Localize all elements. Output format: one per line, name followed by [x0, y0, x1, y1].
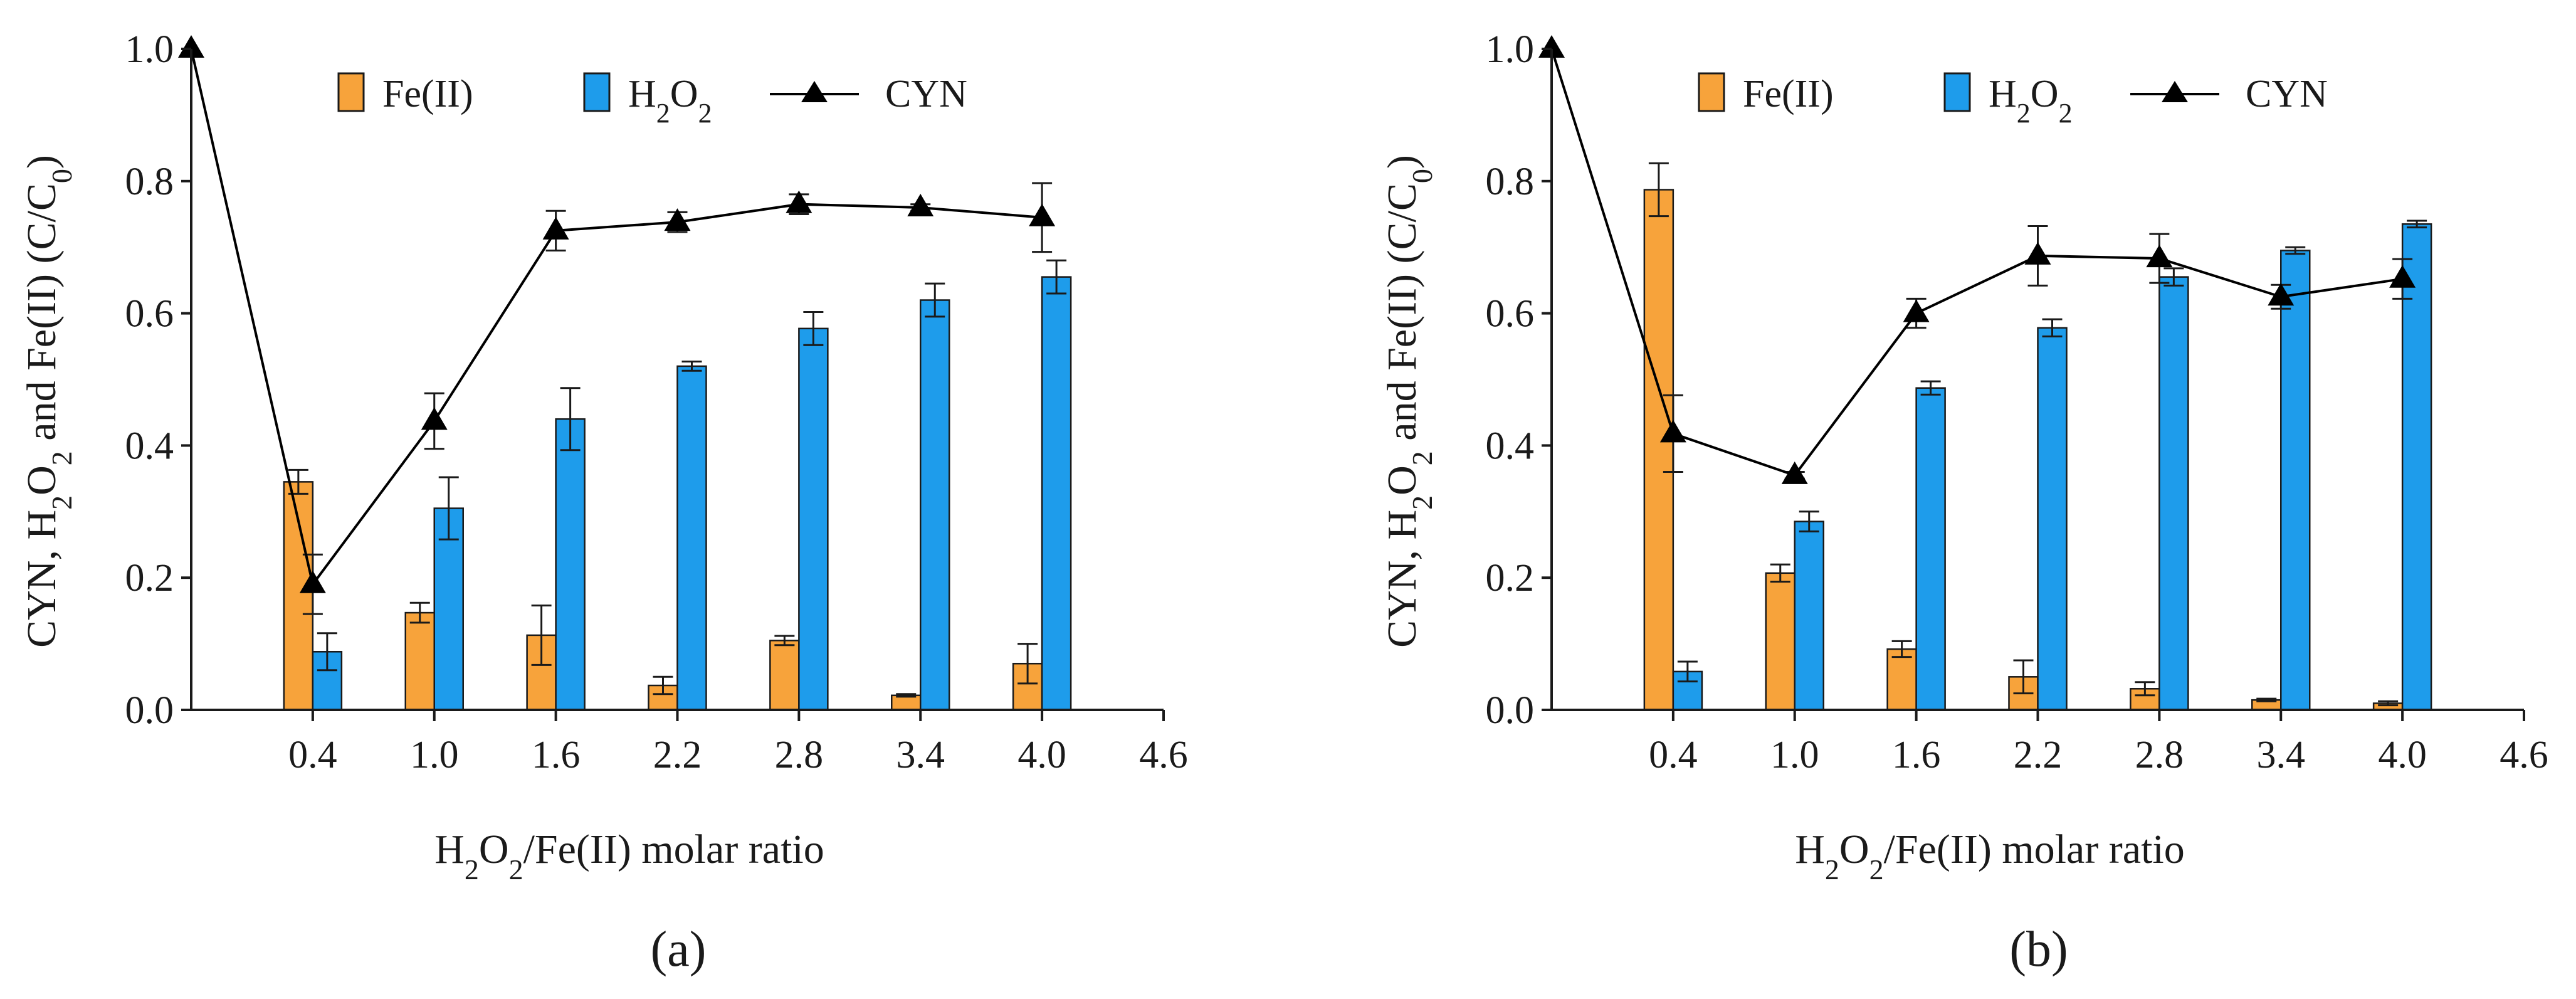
h2o2-bar	[676, 365, 707, 711]
x-tick-label: 4.0	[1017, 734, 1066, 776]
fe-bar	[769, 640, 800, 711]
cyn-marker	[1538, 35, 1565, 58]
y-tick-label: 0.6	[125, 293, 174, 336]
panel-b: 0.0 0.2 0.4 0.6 0.8 1.0 0.4 1.0 1.6 2.2 2.8 3.4 4.0 4…	[1379, 28, 2548, 977]
legend-label-cyn: CYN	[885, 73, 967, 115]
cyn-marker	[907, 193, 934, 216]
legend-marker-cyn	[2162, 81, 2188, 102]
x-tick-label: 0.4	[288, 734, 337, 776]
cyn-marker	[1029, 203, 1056, 226]
y-tick-label: 0.2	[1486, 557, 1535, 600]
legend-swatch-fe	[1698, 72, 1725, 112]
cyn-series	[1538, 35, 2416, 484]
y-tick-label: 1.0	[1486, 28, 1535, 71]
legend: Fe(II) H2O2 CYN	[337, 72, 967, 129]
h2o2-bar	[920, 299, 950, 711]
h2o2-bars	[1672, 223, 2432, 711]
cyn-marker	[2024, 241, 2051, 265]
cyn-marker	[664, 208, 691, 231]
cyn-marker	[542, 216, 569, 240]
panel-label: (a)	[651, 922, 707, 977]
fe-bar	[1765, 572, 1795, 711]
x-tick-label: 2.2	[2014, 734, 2063, 776]
x-tick-label: 3.4	[2257, 734, 2306, 776]
legend-swatch-h2o2	[583, 72, 611, 112]
y-tick-label: 1.0	[125, 28, 174, 71]
y-tick-label: 0.2	[125, 557, 174, 600]
y-tick-label: 0.8	[125, 161, 174, 203]
y-axis-title: CYN, H2O2 and Fe(II) (C/C0)	[19, 155, 78, 648]
fe-bar	[404, 611, 435, 711]
ticks: 0.0 0.2 0.4 0.6 0.8 1.0 0.4 1.0 1.6 2.2 2.8 3.4 4.0 4…	[125, 28, 1188, 776]
x-tick-label: 1.0	[410, 734, 459, 776]
x-tick-label: 4.6	[1139, 734, 1188, 776]
x-tick-label: 2.2	[653, 734, 702, 776]
h2o2-bar	[2280, 250, 2311, 711]
y-tick-label: 0.4	[1486, 425, 1535, 467]
cyn-marker	[1659, 420, 1686, 443]
h2o2-bar	[1794, 521, 1824, 711]
h2o2-bar	[2401, 223, 2432, 711]
x-tick-label: 1.0	[1770, 734, 1819, 776]
y-tick-label: 0.4	[125, 425, 174, 467]
fe-bar	[1643, 189, 1674, 711]
y-tick-label: 0.6	[1486, 293, 1535, 336]
h2o2-bar	[798, 327, 829, 711]
h2o2-bar	[555, 418, 586, 711]
h2o2-bar	[1041, 276, 1072, 711]
x-tick-label: 0.4	[1649, 734, 1698, 776]
legend-label-h2o2: H2O2	[628, 73, 712, 129]
cyn-marker	[2146, 245, 2173, 268]
y-tick-label: 0.0	[125, 689, 174, 732]
cyn-marker	[2389, 265, 2416, 288]
legend-label-cyn: CYN	[2246, 73, 2328, 115]
panel-a: 0.0 0.2 0.4 0.6 0.8 1.0 0.4 1.0 1.6 2.2 2.8 3.4 4.0 4…	[19, 28, 1188, 977]
y-tick-label: 0.0	[1486, 689, 1535, 732]
legend-label-h2o2: H2O2	[1989, 73, 2073, 129]
cyn-marker	[299, 570, 326, 593]
x-tick-label: 2.8	[775, 734, 824, 776]
cyn-marker	[1781, 461, 1808, 484]
cyn-line	[1550, 48, 2403, 477]
x-tick-label: 3.4	[896, 734, 945, 776]
legend-label-fe: Fe(II)	[382, 73, 473, 115]
y-tick-label: 0.8	[1486, 161, 1535, 203]
legend-marker-cyn	[801, 81, 828, 102]
h2o2-bar	[433, 507, 464, 711]
x-tick-label: 1.6	[532, 734, 581, 776]
legend-swatch-h2o2	[1943, 72, 1971, 112]
legend-swatch-fe	[337, 72, 365, 112]
h2o2-bar	[2037, 327, 2068, 711]
cyn-line	[190, 48, 1043, 588]
fe-bar	[1886, 648, 1917, 711]
x-tick-label: 4.0	[2378, 734, 2427, 776]
legend-label-fe: Fe(II)	[1743, 73, 1834, 115]
cyn-marker	[1903, 299, 1930, 322]
cyn-series	[178, 35, 1056, 593]
ticks: 0.0 0.2 0.4 0.6 0.8 1.0 0.4 1.0 1.6 2.2 2.8 3.4 4.0 4…	[1486, 28, 2548, 776]
x-axis-title: H2O2/Fe(II) molar ratio	[434, 827, 824, 885]
x-tick-label: 4.6	[2500, 734, 2548, 776]
panel-label: (b)	[2009, 922, 2068, 977]
x-tick-label: 1.6	[1892, 734, 1941, 776]
x-axis-title: H2O2/Fe(II) molar ratio	[1795, 827, 2185, 885]
h2o2-bar	[2158, 276, 2189, 711]
x-tick-label: 2.8	[2135, 734, 2184, 776]
cyn-marker	[178, 35, 204, 58]
h2o2-bar	[1915, 387, 1946, 711]
y-axis-title: CYN, H2O2 and Fe(II) (C/C0)	[1379, 155, 1438, 648]
cyn-marker	[786, 190, 812, 213]
legend: Fe(II) H2O2 CYN	[1698, 72, 2328, 129]
cyn-marker	[421, 407, 448, 430]
cyn-marker	[2268, 283, 2295, 306]
